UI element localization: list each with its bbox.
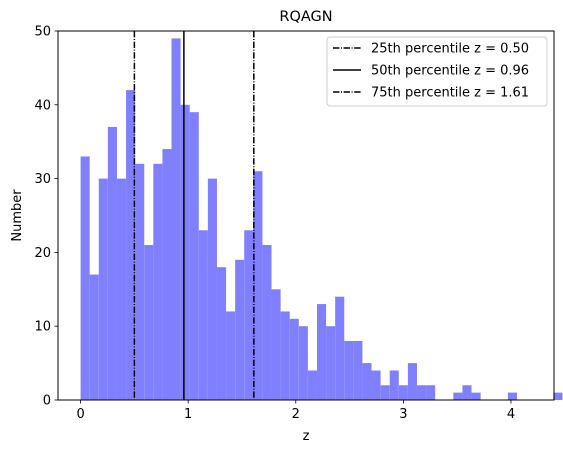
- histogram-bar: [362, 363, 371, 400]
- histogram-bar: [408, 363, 417, 400]
- histogram-bar: [317, 304, 326, 400]
- chart-title: RQAGN: [279, 9, 332, 25]
- histogram-bar: [190, 112, 199, 400]
- x-tick-label: 0: [76, 407, 84, 422]
- legend: 25th percentile z = 0.50 50th percentile …: [327, 37, 547, 106]
- histogram-bar: [353, 341, 362, 400]
- x-tick-label: 2: [292, 407, 300, 422]
- histogram-bar: [244, 230, 253, 400]
- y-tick-label: 20: [34, 246, 51, 261]
- histogram-bar: [508, 393, 517, 400]
- histogram-bar: [344, 341, 353, 400]
- histogram-bar: [208, 179, 217, 400]
- histogram-bar: [199, 230, 208, 400]
- histogram-bar: [272, 289, 281, 400]
- histogram-bar: [335, 297, 344, 400]
- histogram-bar: [326, 326, 335, 400]
- legend-label: 25th percentile z = 0.50: [371, 42, 529, 57]
- histogram-bar: [372, 370, 381, 400]
- legend-label: 50th percentile z = 0.96: [371, 64, 529, 79]
- histogram-bar: [462, 385, 471, 400]
- histogram-bar: [299, 326, 308, 400]
- histogram-bar: [235, 260, 244, 400]
- y-tick-label: 40: [34, 98, 51, 113]
- histogram-bar: [308, 370, 317, 400]
- histogram-bar: [472, 393, 481, 400]
- x-axis: 0 1 2 3 4: [76, 400, 515, 422]
- y-tick-label: 0: [43, 394, 51, 409]
- histogram-bar: [426, 385, 435, 400]
- histogram-bar: [553, 393, 562, 400]
- x-axis-label: z: [303, 429, 310, 444]
- histogram-bar: [399, 385, 408, 400]
- y-axis-label: Number: [10, 189, 25, 242]
- histogram-bar: [117, 179, 126, 400]
- y-axis: 0 10 20 30 40 50: [34, 25, 58, 409]
- histogram-bar: [226, 311, 235, 400]
- histogram-bar: [290, 319, 299, 400]
- y-tick-label: 30: [34, 172, 51, 187]
- histogram-bar: [390, 370, 399, 400]
- histogram-bar: [81, 156, 90, 400]
- histogram-bar: [181, 105, 190, 400]
- histogram-bar: [162, 149, 171, 400]
- histogram-bar: [417, 385, 426, 400]
- histogram-bar: [281, 311, 290, 400]
- x-tick-label: 4: [507, 407, 515, 422]
- histogram-bar: [253, 171, 262, 400]
- histogram-bar: [453, 393, 462, 400]
- histogram-bar: [381, 385, 390, 400]
- histogram-bar: [262, 245, 271, 400]
- histogram-bar: [217, 267, 226, 400]
- x-tick-label: 1: [184, 407, 192, 422]
- histogram-bar: [144, 245, 153, 400]
- x-tick-label: 3: [399, 407, 407, 422]
- histogram-bar: [172, 38, 181, 400]
- legend-label: 75th percentile z = 1.61: [371, 86, 529, 101]
- histogram-bar: [108, 127, 117, 400]
- histogram-bar: [90, 275, 99, 400]
- y-tick-label: 10: [34, 320, 51, 335]
- histogram-bar: [153, 164, 162, 400]
- histogram-bar: [99, 179, 108, 400]
- y-tick-label: 50: [34, 25, 51, 40]
- histogram-bar: [135, 164, 144, 400]
